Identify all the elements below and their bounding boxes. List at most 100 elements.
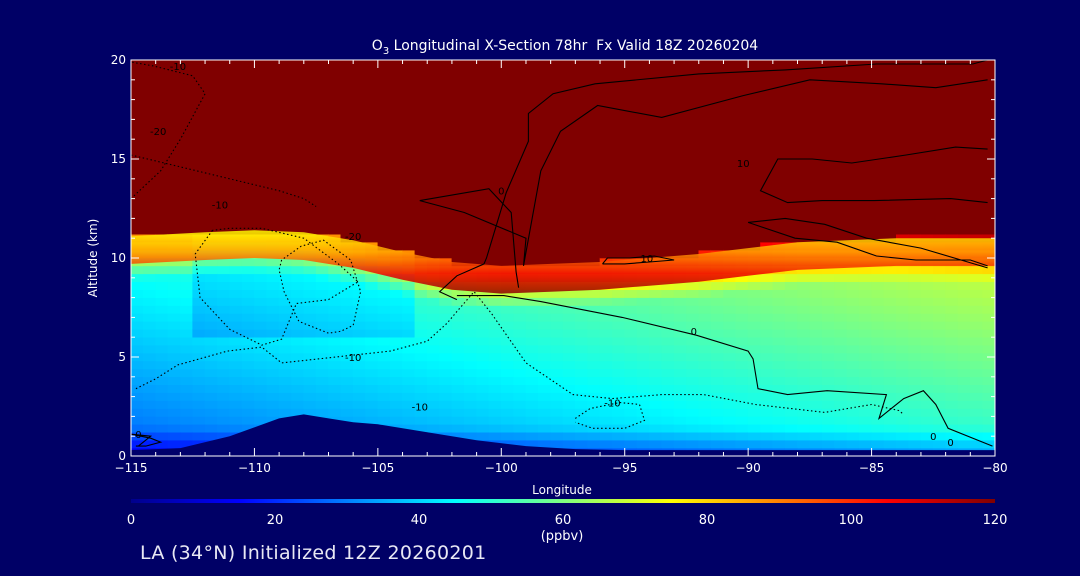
ozone-cell [377, 241, 391, 251]
ozone-cell [858, 115, 872, 124]
ozone-cell [377, 400, 391, 409]
ozone-cell [340, 273, 354, 282]
ozone-cell [661, 75, 675, 84]
ozone-cell [538, 91, 551, 100]
ozone-cell [735, 305, 749, 314]
ozone-cell [389, 67, 403, 77]
ozone-cell [896, 67, 909, 77]
ozone-cell [180, 289, 193, 298]
ozone-cell [896, 408, 909, 417]
ozone-cell [797, 162, 811, 172]
ozone-cell [377, 226, 391, 235]
ozone-cell [673, 424, 687, 433]
ozone-cell [377, 75, 391, 84]
ozone-cell [784, 360, 798, 370]
ozone-cell [254, 107, 267, 116]
ozone-cell [143, 123, 156, 132]
ozone-cell [636, 99, 650, 108]
ozone-cell [377, 154, 391, 164]
ozone-cell [501, 336, 514, 346]
ozone-cell [525, 400, 539, 409]
ozone-cell [389, 416, 403, 425]
ozone-cell [735, 392, 749, 401]
ozone-cell [229, 408, 243, 417]
ozone-cell [686, 83, 699, 92]
ozone-cell [464, 313, 477, 322]
ozone-cell [278, 75, 292, 84]
ozone-cell [562, 376, 576, 385]
ozone-cell [809, 202, 823, 211]
ozone-cell [821, 99, 835, 108]
ozone-cell [809, 305, 823, 314]
ozone-cell [488, 424, 502, 433]
ozone-cell [821, 384, 835, 393]
ozone-cell [760, 376, 774, 385]
ozone-cell [217, 194, 230, 203]
ozone-cell [797, 186, 811, 195]
ozone-cell [167, 431, 181, 441]
ozone-cell [649, 115, 662, 124]
ozone-cell [920, 154, 934, 164]
ozone-cell [908, 162, 922, 172]
ozone-cell [821, 146, 835, 156]
ozone-cell [464, 194, 477, 203]
ozone-cell [821, 123, 835, 132]
ozone-cell [809, 226, 823, 235]
ozone-cell [883, 439, 897, 449]
ozone-cell [414, 226, 428, 235]
ozone-cell [686, 352, 699, 362]
ozone-cell [180, 329, 193, 338]
ozone-cell [389, 115, 403, 124]
ozone-cell [439, 297, 453, 306]
ozone-cell [612, 400, 625, 409]
ozone-cell [451, 131, 465, 140]
ozone-cell [278, 170, 292, 180]
ozone-cell [871, 186, 885, 195]
ozone-cell [352, 226, 366, 235]
ozone-cell [291, 99, 305, 108]
ozone-cell [352, 131, 366, 140]
ozone-cell [476, 115, 490, 124]
ozone-cell [846, 392, 860, 401]
ozone-cell [389, 344, 403, 354]
ozone-cell [254, 289, 267, 298]
ozone-cell [575, 194, 588, 203]
chart-title: O3 Longitudinal X-Section 78hr Fx Valid … [372, 38, 758, 57]
ozone-cell [328, 392, 342, 401]
ozone-cell [970, 416, 983, 425]
ozone-cell [883, 297, 897, 306]
ozone-cell [131, 392, 144, 401]
ozone-cell [920, 202, 934, 211]
ozone-cell [254, 218, 267, 227]
ozone-cell [809, 194, 823, 203]
ozone-cell [538, 194, 551, 203]
ozone-cell [229, 424, 243, 433]
ozone-cell [303, 170, 317, 180]
ozone-cell [167, 281, 181, 290]
ozone-cell [402, 329, 416, 338]
ozone-cell [389, 75, 403, 84]
ozone-cell [426, 344, 440, 354]
ozone-cell [612, 115, 625, 124]
ozone-cell [328, 60, 342, 69]
ozone-cell [673, 131, 687, 140]
ozone-cell [970, 384, 983, 393]
ozone-cell [340, 107, 354, 116]
ozone-cell [254, 344, 267, 354]
ozone-cell [303, 138, 317, 148]
ozone-cell [883, 384, 897, 393]
ozone-cell [710, 384, 724, 393]
ozone-cell [439, 67, 453, 77]
ozone-cell [562, 107, 576, 116]
ozone-cell [661, 344, 675, 354]
ozone-cell [784, 202, 798, 211]
ozone-cell [229, 218, 243, 227]
ozone-cell [686, 178, 699, 187]
ozone-cell [488, 218, 502, 227]
ozone-cell [204, 218, 218, 227]
ozone-cell [908, 265, 922, 275]
ozone-cell [131, 431, 144, 441]
ozone-cell [167, 194, 181, 203]
ozone-cell [131, 194, 144, 203]
ozone-cell [451, 321, 465, 330]
